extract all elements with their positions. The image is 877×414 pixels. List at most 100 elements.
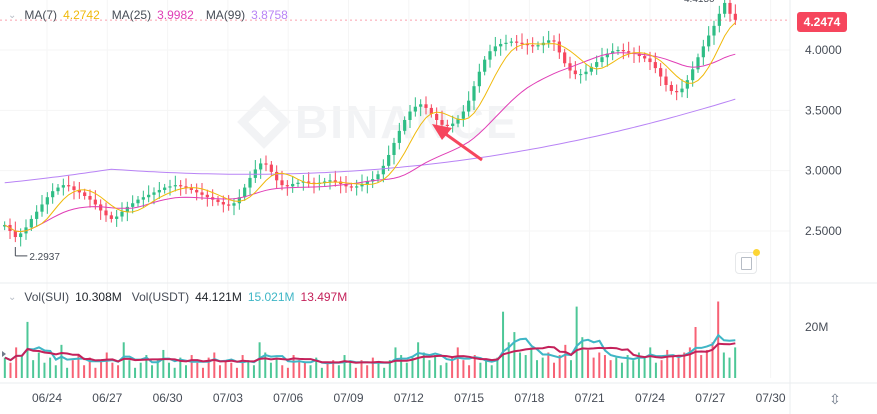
price-tick-label: 3.0000 bbox=[805, 164, 842, 178]
volume-bar bbox=[637, 352, 640, 378]
volume-bar bbox=[507, 342, 510, 378]
volume-bar bbox=[275, 357, 278, 378]
volume-bar bbox=[383, 367, 386, 378]
volume-bar bbox=[717, 301, 720, 378]
volume-bar bbox=[445, 362, 448, 378]
candle-body bbox=[120, 211, 124, 217]
candle-body bbox=[296, 182, 300, 184]
volume-bar bbox=[666, 349, 669, 378]
volume-bar bbox=[117, 365, 120, 378]
volume-ma-b-line bbox=[4, 342, 736, 364]
candle-body bbox=[77, 189, 81, 193]
volume-bar bbox=[428, 360, 431, 378]
volume-bar bbox=[88, 357, 91, 378]
candle-body bbox=[675, 91, 679, 93]
volume-bar bbox=[32, 360, 35, 378]
candle-body bbox=[307, 181, 311, 183]
volume-bar bbox=[235, 367, 238, 378]
ma25-line bbox=[4, 52, 736, 233]
vol-sui-value: 10.308M bbox=[75, 290, 122, 304]
volume-bar bbox=[598, 352, 601, 378]
candle-body bbox=[13, 231, 17, 238]
volume-bar bbox=[473, 355, 476, 378]
candle-body bbox=[435, 113, 439, 120]
volume-bar bbox=[54, 365, 57, 378]
volume-bar bbox=[360, 360, 363, 378]
volume-bar bbox=[71, 360, 74, 378]
candle-body bbox=[573, 70, 577, 75]
candle-body bbox=[616, 50, 620, 52]
candle-body bbox=[141, 197, 145, 200]
annotation-arrowhead bbox=[432, 124, 452, 140]
volume-bar bbox=[49, 357, 52, 378]
candle-body bbox=[723, 2, 727, 14]
candle-body bbox=[733, 13, 737, 20]
volume-bar bbox=[434, 355, 437, 378]
volume-bar bbox=[105, 352, 108, 378]
time-tick-label: 06/24 bbox=[32, 391, 62, 405]
candle-body bbox=[115, 216, 119, 219]
notification-dot bbox=[753, 249, 760, 256]
volume-bar bbox=[332, 360, 335, 378]
candle-body bbox=[648, 58, 652, 63]
volume-bar bbox=[83, 365, 86, 378]
candle-body bbox=[173, 185, 177, 187]
candle-body bbox=[445, 124, 449, 127]
notes-button[interactable] bbox=[735, 249, 760, 274]
volume-bar bbox=[575, 306, 578, 378]
candle-body bbox=[493, 46, 497, 52]
candle-body bbox=[669, 84, 673, 92]
candle-body bbox=[387, 154, 391, 166]
axis-settings-icon[interactable]: ⇳ bbox=[829, 390, 841, 407]
time-tick-label: 06/27 bbox=[92, 391, 122, 405]
candle-body bbox=[40, 204, 44, 212]
volume-bar bbox=[43, 362, 46, 378]
volume-bar bbox=[660, 360, 663, 378]
candle-body bbox=[189, 187, 193, 190]
candle-body bbox=[413, 106, 417, 112]
low-marker-label: 2.2937 bbox=[29, 252, 60, 263]
candle-body bbox=[237, 197, 241, 204]
volume-bar bbox=[439, 365, 442, 378]
volume-cursor-marker bbox=[2, 351, 6, 357]
candle-body bbox=[584, 71, 588, 75]
volume-bar bbox=[705, 349, 708, 378]
vol-sui-label: Vol(SUI) bbox=[24, 290, 70, 304]
volume-bar bbox=[213, 352, 216, 378]
candle-body bbox=[168, 186, 172, 188]
candle-body bbox=[499, 43, 503, 47]
volume-bar bbox=[541, 357, 544, 378]
volume-bar bbox=[20, 355, 23, 378]
volume-bar bbox=[547, 352, 550, 378]
volume-bar bbox=[94, 367, 97, 378]
time-tick-label: 07/30 bbox=[756, 391, 786, 405]
candle-body bbox=[680, 88, 684, 93]
candle-body bbox=[184, 186, 188, 188]
candle-body bbox=[467, 100, 471, 112]
volume-bar bbox=[683, 352, 686, 378]
volume-bar bbox=[654, 362, 657, 378]
price-tick-label: 4.0000 bbox=[805, 43, 842, 57]
candle-body bbox=[691, 69, 695, 81]
candle-body bbox=[403, 119, 407, 131]
last-price-badge: 4.2474 bbox=[797, 12, 847, 32]
candle-body bbox=[472, 86, 476, 101]
candle-body bbox=[637, 53, 641, 57]
ma99-value: 3.8758 bbox=[251, 8, 288, 22]
candle-body bbox=[424, 104, 428, 108]
candle-body bbox=[221, 202, 225, 205]
candle-body bbox=[712, 25, 716, 36]
candle-body bbox=[488, 51, 492, 60]
candle-body bbox=[243, 187, 247, 198]
candle-body bbox=[104, 210, 108, 216]
volume-bar bbox=[609, 360, 612, 378]
volume-bar bbox=[354, 367, 357, 378]
volume-bar bbox=[162, 349, 165, 378]
candle-body bbox=[685, 80, 689, 89]
collapse-caret-icon[interactable]: ⌄ bbox=[8, 9, 17, 21]
candle-body bbox=[349, 186, 353, 188]
time-tick-label: 07/06 bbox=[273, 391, 303, 405]
volume-collapse-caret-icon[interactable]: ⌄ bbox=[8, 291, 17, 303]
volume-bar bbox=[536, 360, 539, 378]
